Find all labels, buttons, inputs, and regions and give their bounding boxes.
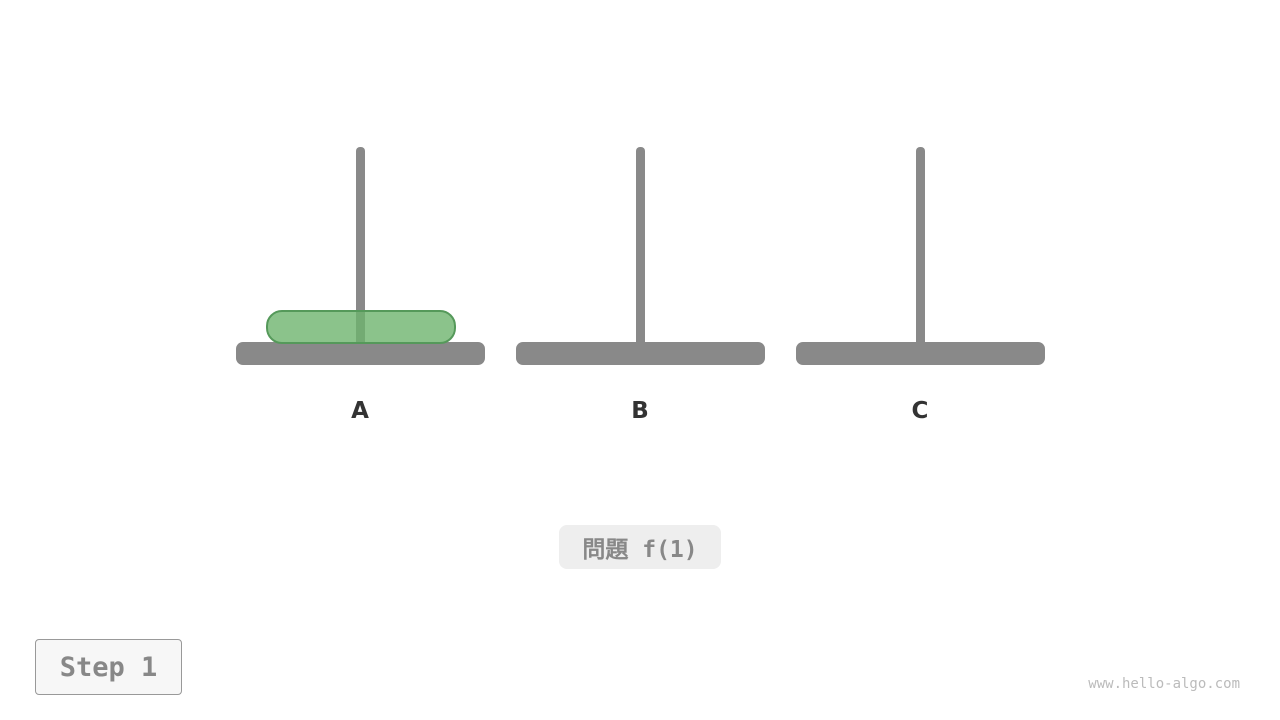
peg-b-rod [636, 147, 645, 347]
caption: 問題 f(1) [559, 525, 721, 569]
peg-c-rod [916, 147, 925, 347]
peg-b-base [516, 342, 765, 365]
peg-a-rod [356, 147, 365, 347]
peg-c-base [796, 342, 1045, 365]
peg-b-label: B [631, 398, 649, 424]
peg-c-label: C [911, 398, 929, 424]
peg-a-base [236, 342, 485, 365]
watermark: www.hello-algo.com [1088, 676, 1240, 692]
peg-a-label: A [351, 398, 369, 424]
step-label: Step 1 [35, 639, 182, 695]
disk-1 [266, 310, 456, 344]
